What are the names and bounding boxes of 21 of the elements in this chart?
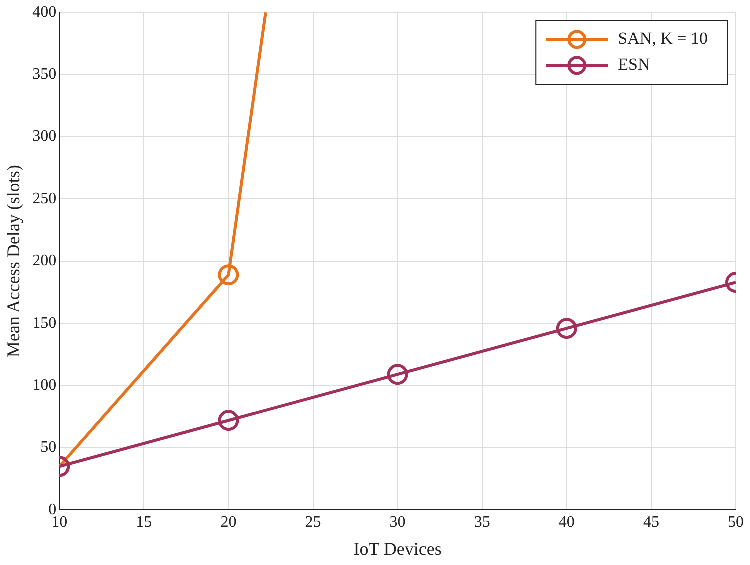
x-tick-label: 40: [558, 514, 575, 532]
legend-label: ESN: [618, 55, 650, 74]
y-tick-label: 300: [32, 128, 57, 146]
x-tick-label: 20: [220, 514, 237, 532]
x-tick-label: 30: [390, 514, 406, 532]
y-tick-label: 250: [32, 190, 57, 208]
x-tick-label: 35: [474, 514, 490, 532]
y-tick-label: 350: [32, 66, 57, 84]
y-tick-label: 400: [32, 4, 57, 21]
x-tick-label: 15: [136, 514, 152, 532]
x-tick-label: 25: [305, 514, 322, 532]
x-tick-label: 10: [52, 514, 68, 532]
x-axis-title: IoT Devices: [354, 538, 442, 559]
x-tick-label: 50: [728, 514, 744, 532]
x-tick-label: 45: [643, 514, 660, 532]
y-tick-label: 100: [32, 377, 57, 394]
y-tick-label: 150: [32, 314, 57, 332]
y-axis-title: Mean Access Delay (slots): [4, 165, 24, 358]
y-tick-label: 50: [40, 439, 57, 456]
legend-label: SAN, K = 10: [618, 29, 708, 48]
y-tick-label: 200: [32, 252, 57, 270]
